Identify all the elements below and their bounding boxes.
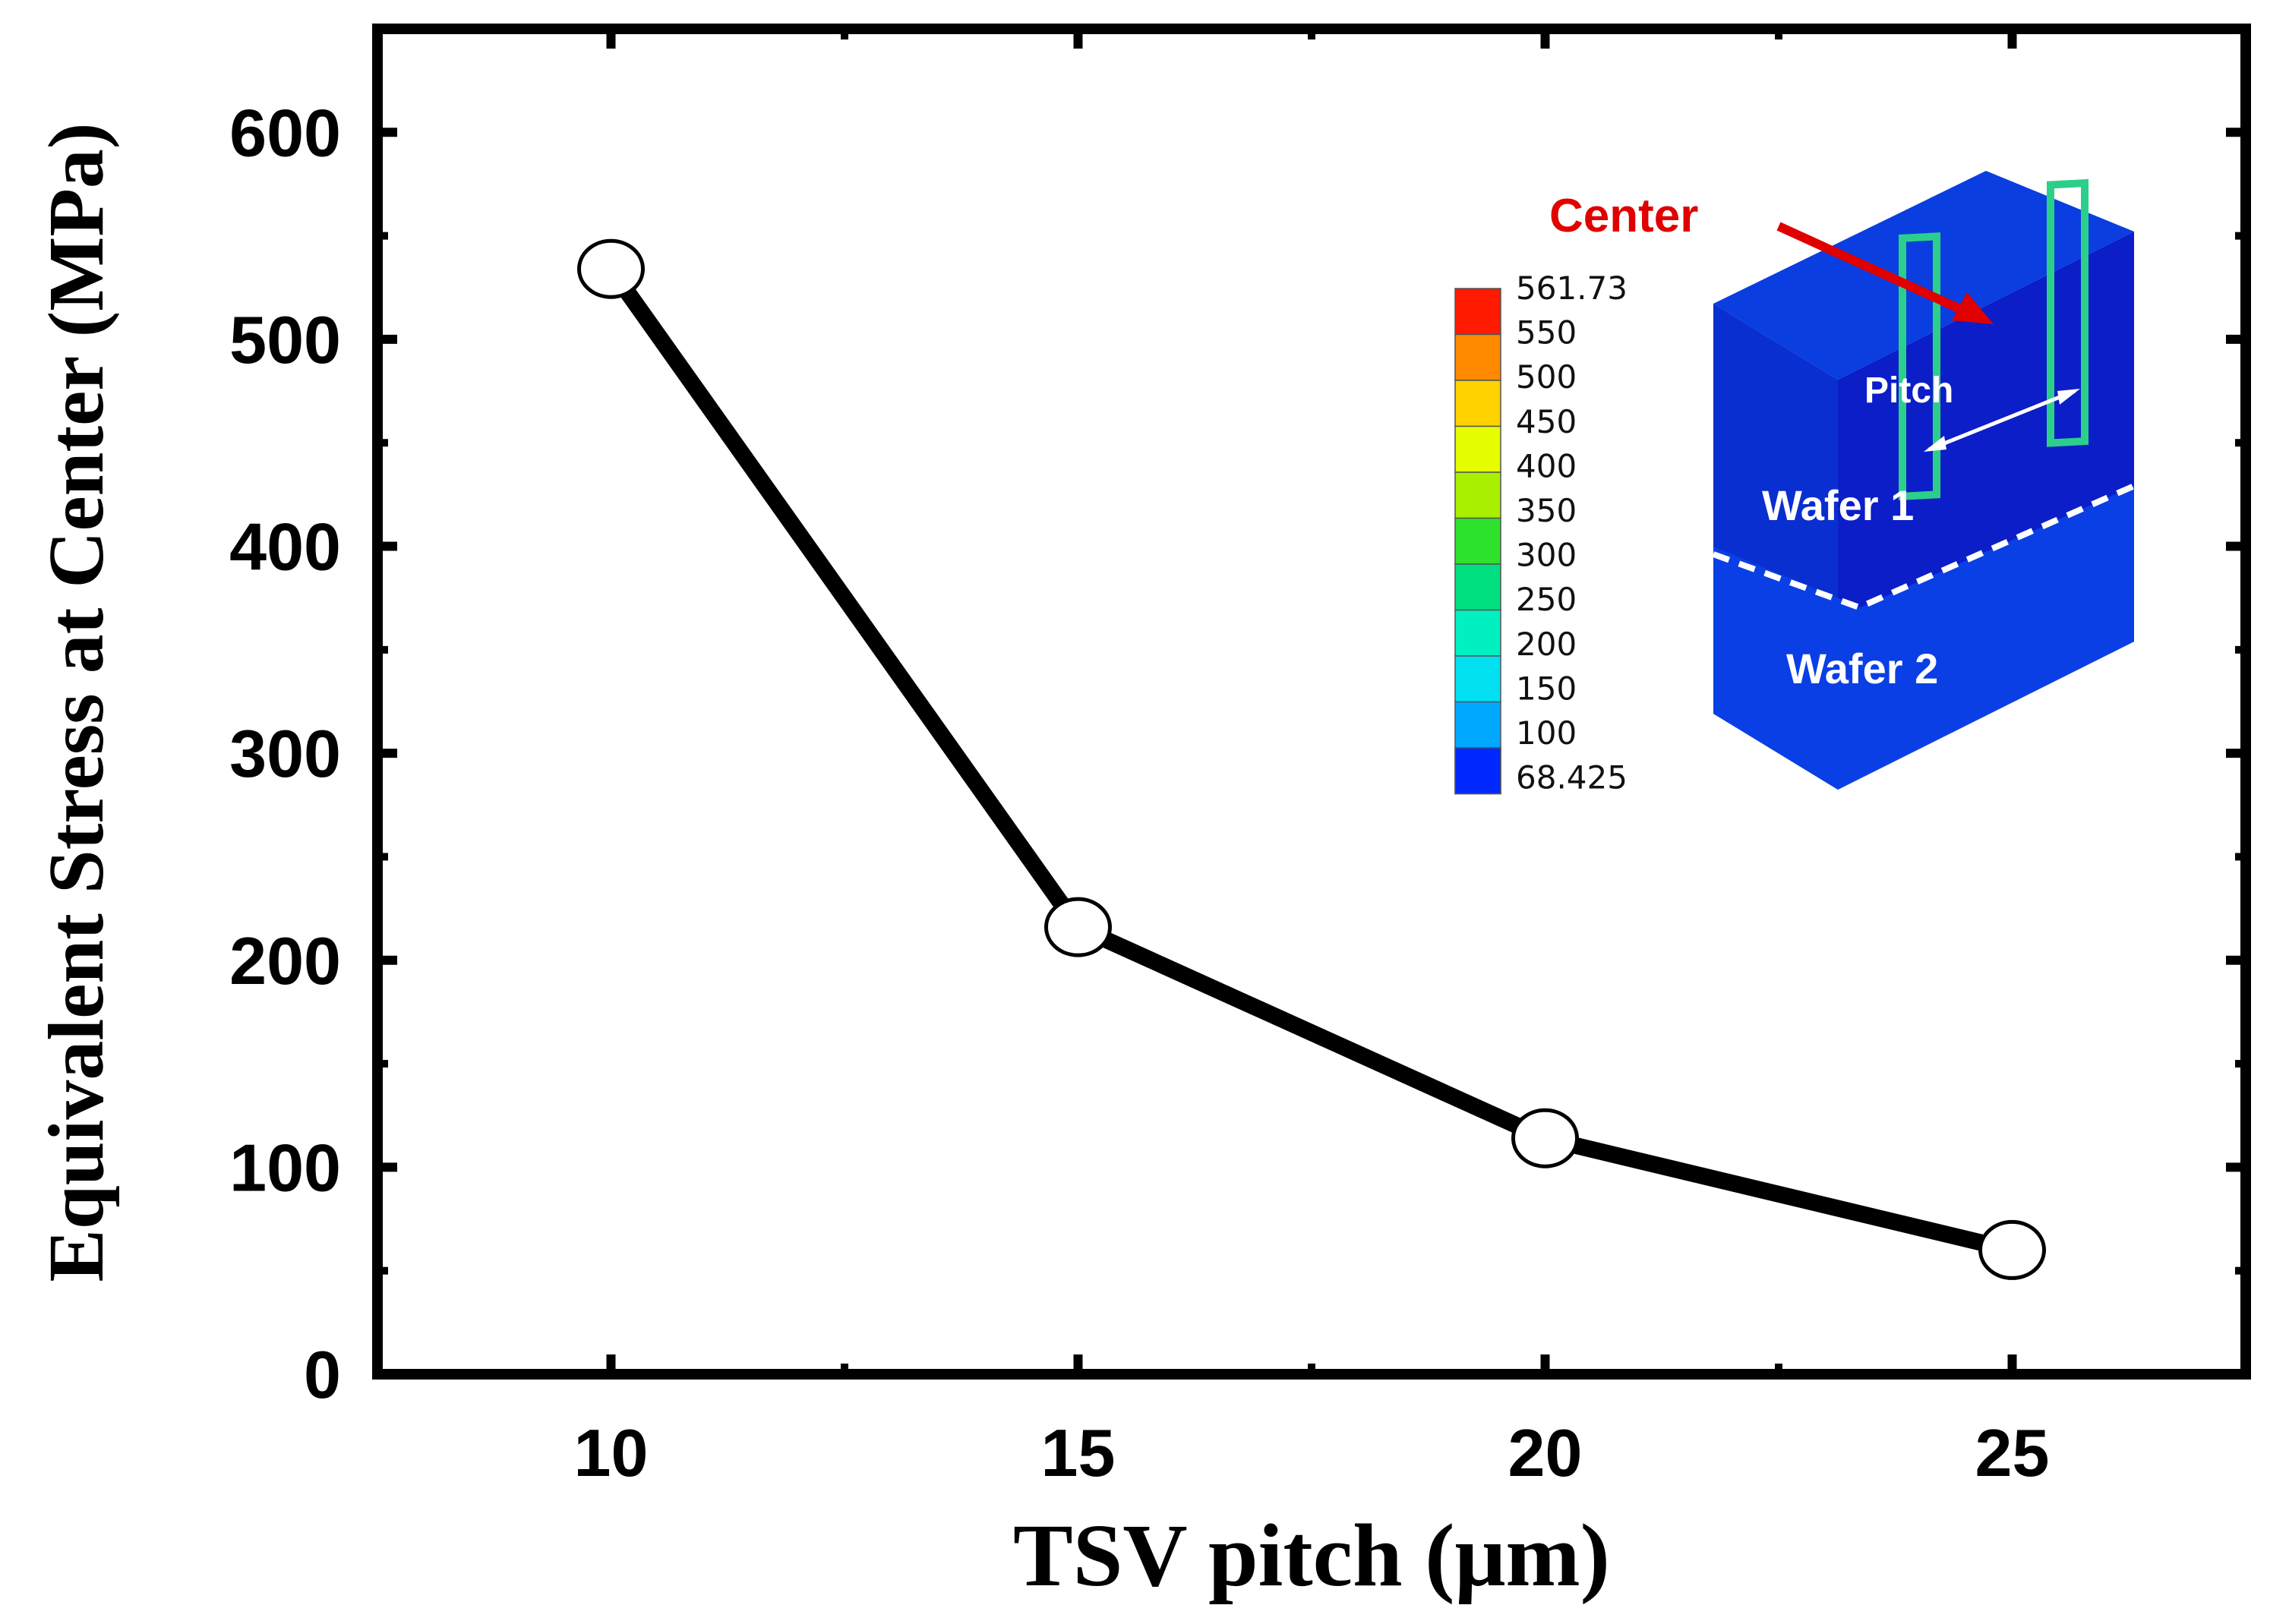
tsv-model: Pitch Wafer 1 Wafer 2 Center xyxy=(1549,171,2136,790)
x-axis-title: TSV pitch (μm) xyxy=(1013,1506,1610,1605)
colorbar-label: 100 xyxy=(1516,714,1577,752)
colorbar-label: 250 xyxy=(1516,581,1577,618)
x-tick-label: 25 xyxy=(1975,1415,2050,1490)
colorbar-segment xyxy=(1454,701,1501,749)
colorbar-label: 500 xyxy=(1516,358,1577,396)
data-point xyxy=(1978,1219,2046,1280)
center-arrowhead xyxy=(1952,292,1994,324)
colorbar-label: 350 xyxy=(1516,492,1577,529)
y-tick-label: 100 xyxy=(229,1130,341,1205)
colorbar-segment xyxy=(1454,609,1501,657)
wafer2-region xyxy=(1713,486,2134,790)
colorbar-segment xyxy=(1454,288,1501,336)
tsv-right xyxy=(2047,178,2089,447)
y-tick-label: 0 xyxy=(304,1337,341,1412)
tsv-left xyxy=(1899,232,1940,500)
wafer1-label: Wafer 1 xyxy=(1762,481,1914,529)
data-point xyxy=(577,238,645,299)
wafer2-label: Wafer 2 xyxy=(1786,645,1938,692)
data-point xyxy=(1044,897,1112,957)
model-top-face xyxy=(1713,171,2134,380)
colorbar-segment-bottom xyxy=(1454,747,1501,795)
colorbar-segment xyxy=(1454,333,1501,381)
y-tick-label: 400 xyxy=(229,509,341,585)
colorbar-segment xyxy=(1454,563,1501,611)
y-tick-label: 600 xyxy=(229,95,341,170)
colorbar-label: 450 xyxy=(1516,403,1577,440)
x-tick-labels: 10 15 20 25 xyxy=(574,1415,2050,1490)
colorbar-segment xyxy=(1454,425,1501,473)
colorbar-label: 550 xyxy=(1516,314,1577,352)
colorbar-segment xyxy=(1454,517,1501,565)
y-tick-label: 500 xyxy=(229,302,341,377)
colorbar-label: 68.425 xyxy=(1516,759,1628,796)
y-tick-label: 300 xyxy=(229,716,341,791)
colorbar-label: 561.73 xyxy=(1516,270,1628,307)
inset: 561.73 550 500 450 400 350 300 250 200 150 100 68.4… xyxy=(1454,171,2136,796)
x-tick-label: 10 xyxy=(574,1415,649,1490)
center-arrow xyxy=(1776,222,1971,317)
colorbar-segment xyxy=(1454,380,1501,427)
x-tick-label: 20 xyxy=(1508,1415,1583,1490)
colorbar-label: 150 xyxy=(1516,670,1577,707)
bond-interface xyxy=(1712,483,2136,611)
data-markers xyxy=(577,238,2046,1280)
pitch-arrowhead-right xyxy=(2057,389,2080,405)
pitch-label: Pitch xyxy=(1864,371,1953,411)
colorbar-label: 400 xyxy=(1516,447,1577,484)
center-label: Center xyxy=(1549,190,1698,242)
pitch-arrowhead-left xyxy=(1924,436,1946,452)
y-axis-title: Equivalent Stress at Center (MPa) xyxy=(33,122,120,1282)
y-tick-label: 200 xyxy=(229,923,341,998)
data-point xyxy=(1511,1108,1579,1168)
colorbar-label: 200 xyxy=(1516,626,1577,663)
axis-ticks xyxy=(374,25,2250,1379)
pitch-arrow xyxy=(1928,389,2076,452)
colorbar-segment xyxy=(1454,655,1501,703)
colorbar: 561.73 550 500 450 400 350 300 250 200 150 100 68.4… xyxy=(1454,270,1628,796)
x-tick-label: 15 xyxy=(1041,1415,1116,1490)
colorbar-label: 300 xyxy=(1516,537,1577,574)
series-line xyxy=(604,263,2015,1259)
colorbar-segment xyxy=(1454,471,1501,519)
y-tick-labels: 0 100 200 300 400 500 600 xyxy=(229,95,341,1412)
